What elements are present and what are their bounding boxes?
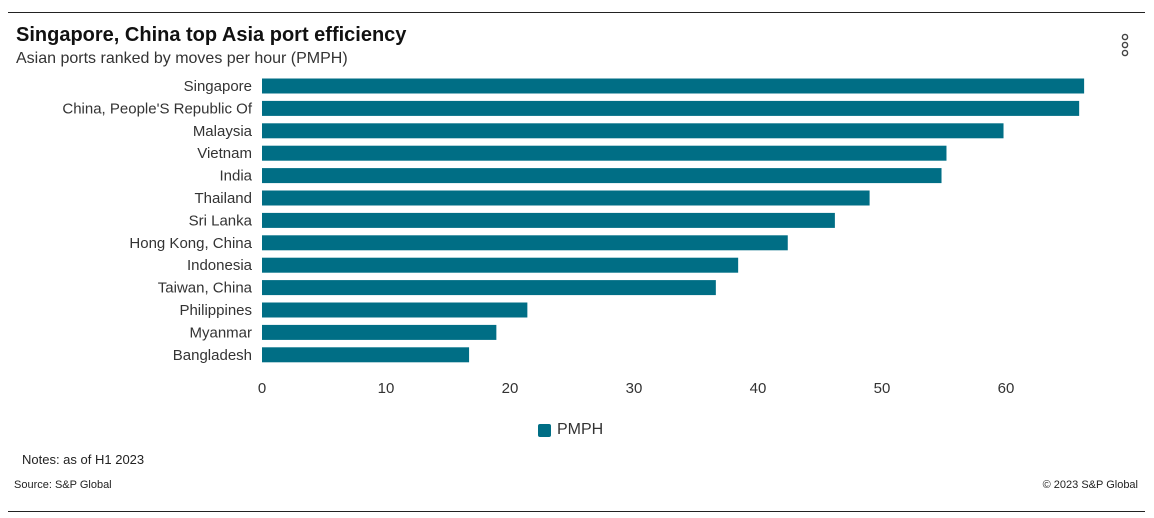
bar[interactable] bbox=[262, 235, 788, 251]
x-tick-label: 40 bbox=[750, 380, 767, 397]
category-label: Bangladesh bbox=[173, 347, 252, 364]
category-label: Singapore bbox=[184, 78, 252, 95]
category-label: China, People'S Republic Of bbox=[62, 100, 252, 117]
chart-menu-button[interactable] bbox=[1114, 32, 1136, 58]
bar[interactable] bbox=[262, 168, 942, 184]
bar[interactable] bbox=[262, 347, 470, 363]
bar[interactable] bbox=[262, 324, 497, 340]
category-label: Taiwan, China bbox=[158, 280, 253, 297]
x-tick-label: 50 bbox=[874, 380, 891, 397]
top-rule bbox=[8, 12, 1145, 13]
bar[interactable] bbox=[262, 100, 1080, 116]
x-tick-label: 30 bbox=[626, 380, 643, 397]
bar-chart: Singapore China, People'S Republic Of Mala… bbox=[62, 78, 1085, 397]
bar[interactable] bbox=[262, 123, 1004, 139]
bars bbox=[262, 78, 1085, 363]
x-tick-label: 10 bbox=[378, 380, 395, 397]
category-label: India bbox=[219, 168, 252, 185]
x-tick-label: 60 bbox=[998, 380, 1015, 397]
bar[interactable] bbox=[262, 257, 739, 273]
vertical-ellipsis-icon bbox=[1121, 33, 1129, 57]
legend-swatch bbox=[538, 423, 551, 437]
category-label: Indonesia bbox=[187, 257, 253, 274]
chart-source: Source: S&P Global bbox=[14, 479, 112, 491]
category-label: Hong Kong, China bbox=[129, 235, 252, 252]
chart-notes: Notes: as of H1 2023 bbox=[22, 452, 145, 467]
category-label: Philippines bbox=[179, 302, 252, 319]
legend-item-pmph[interactable]: PMPH bbox=[538, 420, 603, 440]
chart-title: Singapore, China top Asia port efficienc… bbox=[16, 24, 407, 46]
category-label: Thailand bbox=[194, 190, 252, 207]
bar[interactable] bbox=[262, 190, 870, 206]
category-label: Sri Lanka bbox=[189, 212, 253, 229]
bottom-rule bbox=[8, 511, 1145, 512]
category-label: Vietnam bbox=[197, 145, 252, 162]
bar[interactable] bbox=[262, 78, 1085, 94]
chart-subtitle: Asian ports ranked by moves per hour (PM… bbox=[16, 50, 348, 67]
bar[interactable] bbox=[262, 302, 528, 318]
category-label: Malaysia bbox=[193, 123, 253, 140]
bar[interactable] bbox=[262, 145, 947, 161]
x-tick-label: 0 bbox=[258, 380, 266, 397]
x-tick-label: 20 bbox=[502, 380, 519, 397]
bar[interactable] bbox=[262, 280, 716, 296]
category-labels: Singapore China, People'S Republic Of Mala… bbox=[62, 78, 252, 364]
chart-copyright: © 2023 S&P Global bbox=[1042, 479, 1138, 491]
category-label: Myanmar bbox=[189, 324, 252, 341]
bar[interactable] bbox=[262, 212, 835, 228]
x-axis-ticks: 0 10 20 30 40 50 60 bbox=[258, 380, 1015, 397]
legend-label: PMPH bbox=[557, 421, 604, 438]
